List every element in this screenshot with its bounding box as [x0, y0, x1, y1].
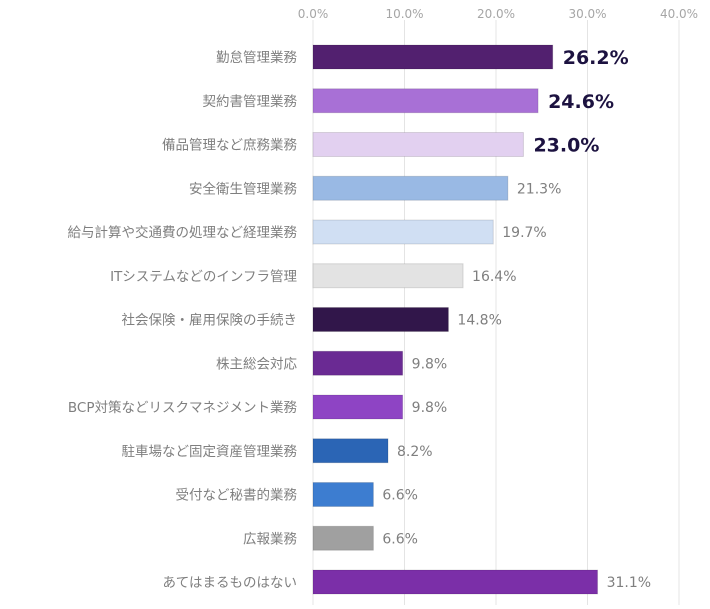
- bar: [312, 175, 509, 201]
- category-label: 社会保険・雇用保険の手続き: [122, 312, 298, 329]
- bar: [312, 569, 599, 595]
- category-label: 受付など秘書的業務: [176, 488, 298, 504]
- bar: [312, 88, 539, 114]
- x-tick-label: 0.0%: [298, 7, 329, 21]
- bar: [312, 263, 464, 289]
- bar: [312, 350, 404, 376]
- x-tick-label: 40.0%: [660, 7, 698, 21]
- category-label: あてはまるものはない: [163, 575, 297, 591]
- category-label: ITシステムなどのインフラ管理: [110, 269, 297, 285]
- bar: [312, 525, 374, 551]
- bar: [312, 482, 374, 507]
- data-label: 6.6%: [382, 488, 418, 504]
- data-label: 6.6%: [382, 531, 418, 547]
- category-label: 契約書管理業務: [203, 94, 298, 110]
- data-label: 24.6%: [548, 91, 614, 113]
- data-label: 21.3%: [517, 181, 561, 197]
- data-label: 26.2%: [563, 47, 629, 69]
- category-label: 駐車場など固定資産管理業務: [122, 444, 298, 460]
- x-tick-label: 10.0%: [385, 7, 423, 21]
- category-label: 勤怠管理業務: [216, 50, 297, 66]
- bar: [312, 438, 389, 464]
- data-label: 8.2%: [397, 444, 433, 460]
- x-tick-label: 20.0%: [477, 7, 515, 21]
- bar: [312, 307, 449, 332]
- data-label: 16.4%: [472, 269, 516, 285]
- bar: [312, 132, 524, 157]
- category-label: 安全衛生管理業務: [189, 180, 297, 197]
- category-label: BCP対策などリスクマネジメント業務: [68, 399, 298, 416]
- category-label: 広報業務: [243, 531, 297, 547]
- bar: [312, 394, 404, 420]
- data-label: 9.8%: [412, 400, 448, 416]
- category-label: 備品管理など庶務業務: [162, 138, 297, 154]
- x-tick-label: 30.0%: [568, 7, 606, 21]
- data-label: 23.0%: [533, 135, 599, 157]
- data-label: 9.8%: [412, 356, 448, 372]
- data-label: 31.1%: [607, 575, 651, 591]
- bar: [312, 219, 494, 245]
- bar: [312, 44, 554, 70]
- data-label: 19.7%: [502, 225, 546, 241]
- data-label: 14.8%: [457, 313, 501, 329]
- category-label: 株主総会対応: [216, 356, 297, 372]
- category-label: 給与計算や交通費の処理など経理業務: [68, 224, 298, 241]
